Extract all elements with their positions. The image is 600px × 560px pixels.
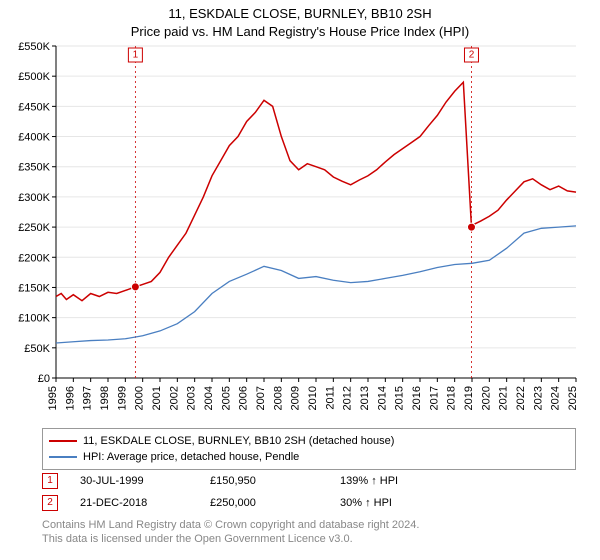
legend-row: HPI: Average price, detached house, Pend…	[49, 449, 569, 465]
svg-text:1999: 1999	[116, 386, 128, 410]
legend-label: HPI: Average price, detached house, Pend…	[83, 449, 299, 465]
event-table: 1 30-JUL-1999 £150,950 139% ↑ HPI 2 21-D…	[42, 470, 470, 514]
event-marker-icon: 2	[42, 495, 58, 511]
svg-text:1996: 1996	[64, 386, 76, 410]
event-delta: 30% ↑ HPI	[340, 497, 470, 509]
svg-text:£350K: £350K	[18, 162, 50, 174]
svg-text:2008: 2008	[272, 386, 284, 410]
svg-text:2005: 2005	[220, 386, 232, 410]
svg-text:2020: 2020	[480, 386, 492, 410]
svg-text:£50K: £50K	[24, 343, 50, 355]
price-chart: £0 £50K £100K £150K £200K £250K £300K £350K £400…	[0, 0, 600, 430]
svg-text:£550K: £550K	[18, 41, 50, 53]
event-marker-icon: 1	[42, 473, 58, 489]
svg-text:2002: 2002	[168, 386, 180, 410]
svg-text:£400K: £400K	[18, 132, 50, 144]
svg-text:2006: 2006	[238, 386, 250, 410]
svg-text:1995: 1995	[47, 386, 59, 410]
svg-text:2016: 2016	[411, 386, 423, 410]
footer-line: This data is licensed under the Open Gov…	[42, 532, 419, 546]
svg-text:2009: 2009	[290, 386, 302, 410]
svg-text:2017: 2017	[428, 386, 440, 410]
chart-legend: 11, ESKDALE CLOSE, BURNLEY, BB10 2SH (de…	[42, 428, 576, 470]
legend-swatch	[49, 440, 77, 442]
svg-text:2022: 2022	[515, 386, 527, 410]
svg-text:£500K: £500K	[18, 71, 50, 83]
svg-text:1997: 1997	[82, 386, 94, 410]
svg-text:2015: 2015	[394, 386, 406, 410]
svg-text:2025: 2025	[567, 386, 579, 410]
svg-text:£100K: £100K	[18, 313, 50, 325]
svg-text:2013: 2013	[359, 386, 371, 410]
svg-text:£250K: £250K	[18, 222, 50, 234]
svg-text:2018: 2018	[446, 386, 458, 410]
svg-text:£0: £0	[38, 373, 50, 385]
svg-text:2014: 2014	[376, 386, 388, 410]
footer-line: Contains HM Land Registry data © Crown c…	[42, 518, 419, 532]
svg-text:2024: 2024	[550, 386, 562, 410]
svg-text:2000: 2000	[134, 386, 146, 410]
svg-text:1: 1	[133, 50, 139, 61]
event-row: 1 30-JUL-1999 £150,950 139% ↑ HPI	[42, 470, 470, 492]
svg-text:1998: 1998	[99, 386, 111, 410]
footer-attribution: Contains HM Land Registry data © Crown c…	[42, 518, 419, 546]
svg-text:£200K: £200K	[18, 252, 50, 264]
legend-row: 11, ESKDALE CLOSE, BURNLEY, BB10 2SH (de…	[49, 433, 569, 449]
svg-text:2019: 2019	[463, 386, 475, 410]
svg-text:£300K: £300K	[18, 192, 50, 204]
event-row: 2 21-DEC-2018 £250,000 30% ↑ HPI	[42, 492, 470, 514]
svg-text:£150K: £150K	[18, 282, 50, 294]
svg-text:2: 2	[469, 50, 475, 61]
event-date: 30-JUL-1999	[80, 475, 210, 487]
svg-text:2023: 2023	[532, 386, 544, 410]
legend-label: 11, ESKDALE CLOSE, BURNLEY, BB10 2SH (de…	[83, 433, 394, 449]
svg-text:2012: 2012	[342, 386, 354, 410]
event-delta: 139% ↑ HPI	[340, 475, 470, 487]
svg-text:£450K: £450K	[18, 101, 50, 113]
svg-text:2010: 2010	[307, 386, 319, 410]
svg-text:2001: 2001	[151, 386, 163, 410]
svg-text:2021: 2021	[498, 386, 510, 410]
event-price: £250,000	[210, 497, 340, 509]
legend-swatch	[49, 456, 77, 458]
event-price: £150,950	[210, 475, 340, 487]
svg-text:2007: 2007	[255, 386, 267, 410]
svg-text:2003: 2003	[186, 386, 198, 410]
svg-text:2004: 2004	[203, 386, 215, 410]
event-date: 21-DEC-2018	[80, 497, 210, 509]
svg-text:2011: 2011	[324, 386, 336, 410]
